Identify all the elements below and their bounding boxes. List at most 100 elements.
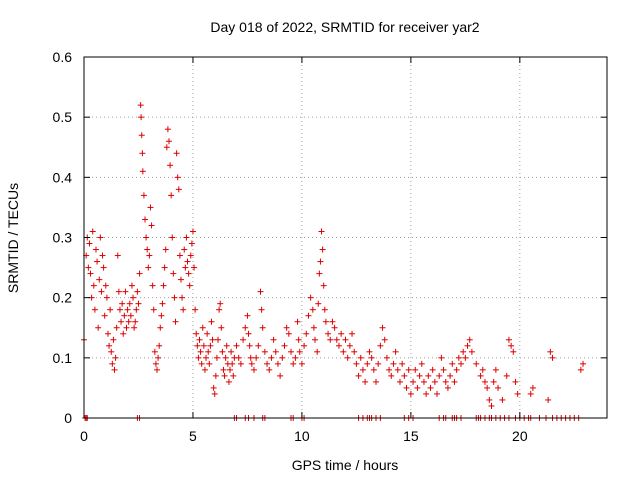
data-point: [490, 378, 497, 385]
data-point: [309, 306, 316, 313]
data-point: [577, 366, 584, 373]
data-point: [340, 348, 347, 355]
data-point: [206, 360, 213, 367]
data-point: [221, 372, 228, 379]
data-point: [318, 228, 325, 235]
data-point: [185, 270, 192, 277]
data-point: [335, 342, 342, 349]
data-point: [431, 378, 438, 385]
data-point: [246, 342, 253, 349]
data-point: [103, 294, 110, 301]
data-point: [186, 282, 193, 289]
data-point: [505, 336, 512, 343]
data-point: [322, 318, 329, 325]
data-point: [296, 348, 303, 355]
data-point: [455, 354, 462, 361]
data-point: [142, 216, 149, 223]
data-point: [274, 360, 281, 367]
data-point: [477, 372, 484, 379]
data-point: [132, 318, 139, 325]
data-point: [436, 372, 443, 379]
data-point: [425, 372, 432, 379]
y-tick-label: 0.2: [53, 290, 73, 306]
data-point: [412, 366, 419, 373]
data-point: [453, 366, 460, 373]
data-point: [216, 306, 223, 313]
data-point: [368, 354, 375, 361]
data-point: [111, 366, 118, 373]
data-point: [545, 396, 552, 403]
data-point: [219, 348, 226, 355]
data-point: [97, 234, 104, 241]
data-point: [466, 336, 473, 343]
data-point: [434, 390, 441, 397]
axes: 0 0.1 0.2 0.3 0.4 0.5 0.6 0 5 10 15 20: [53, 49, 607, 444]
data-point: [169, 234, 176, 241]
data-point: [370, 366, 377, 373]
data-point: [418, 360, 425, 367]
data-point: [167, 162, 174, 169]
data-point: [420, 378, 427, 385]
data-point: [87, 270, 94, 277]
data-point: [359, 366, 366, 373]
data-point: [163, 144, 170, 151]
data-point: [171, 294, 178, 301]
data-point: [235, 354, 242, 361]
data-point: [218, 324, 225, 331]
data-point: [407, 390, 414, 397]
data-point: [92, 246, 99, 253]
data-point: [109, 360, 116, 367]
data-point: [189, 228, 196, 235]
data-point: [120, 330, 127, 337]
data-point: [151, 348, 158, 355]
data-point: [108, 348, 115, 355]
y-tick-label: 0.1: [53, 350, 73, 366]
data-point: [362, 378, 369, 385]
data-point: [197, 348, 204, 355]
data-point: [127, 312, 134, 319]
data-point: [580, 360, 587, 367]
data-point: [315, 300, 322, 307]
data-point: [122, 288, 129, 295]
data-point: [279, 354, 286, 361]
data-point: [258, 306, 265, 313]
data-point: [106, 342, 113, 349]
data-point: [444, 384, 451, 391]
data-point: [250, 366, 257, 373]
data-point: [162, 246, 169, 253]
data-point: [211, 390, 218, 397]
data-point: [281, 342, 288, 349]
data-point: [193, 330, 200, 337]
data-point: [222, 354, 229, 361]
data-point: [527, 390, 534, 397]
data-point: [266, 366, 273, 373]
data-point: [264, 360, 271, 367]
data-point: [464, 342, 471, 349]
x-tick-label: 15: [403, 428, 419, 444]
data-point: [285, 330, 292, 337]
data-point: [392, 348, 399, 355]
data-point: [133, 306, 140, 313]
data-point: [460, 348, 467, 355]
data-point: [320, 282, 327, 289]
data-point: [134, 288, 141, 295]
data-point: [488, 402, 495, 409]
data-point: [118, 318, 125, 325]
data-point: [442, 378, 449, 385]
data-point: [225, 378, 232, 385]
data-point: [449, 360, 456, 367]
data-point: [100, 264, 107, 271]
data-point: [405, 366, 412, 373]
data-point: [184, 258, 191, 265]
data-point: [338, 330, 345, 337]
data-point: [149, 282, 156, 289]
data-point: [95, 324, 102, 331]
data-point: [148, 222, 155, 229]
x-tick-label: 0: [80, 428, 88, 444]
data-point: [396, 378, 403, 385]
data-point: [208, 318, 215, 325]
data-point: [401, 372, 408, 379]
data-point: [495, 384, 502, 391]
data-points: [81, 102, 587, 421]
